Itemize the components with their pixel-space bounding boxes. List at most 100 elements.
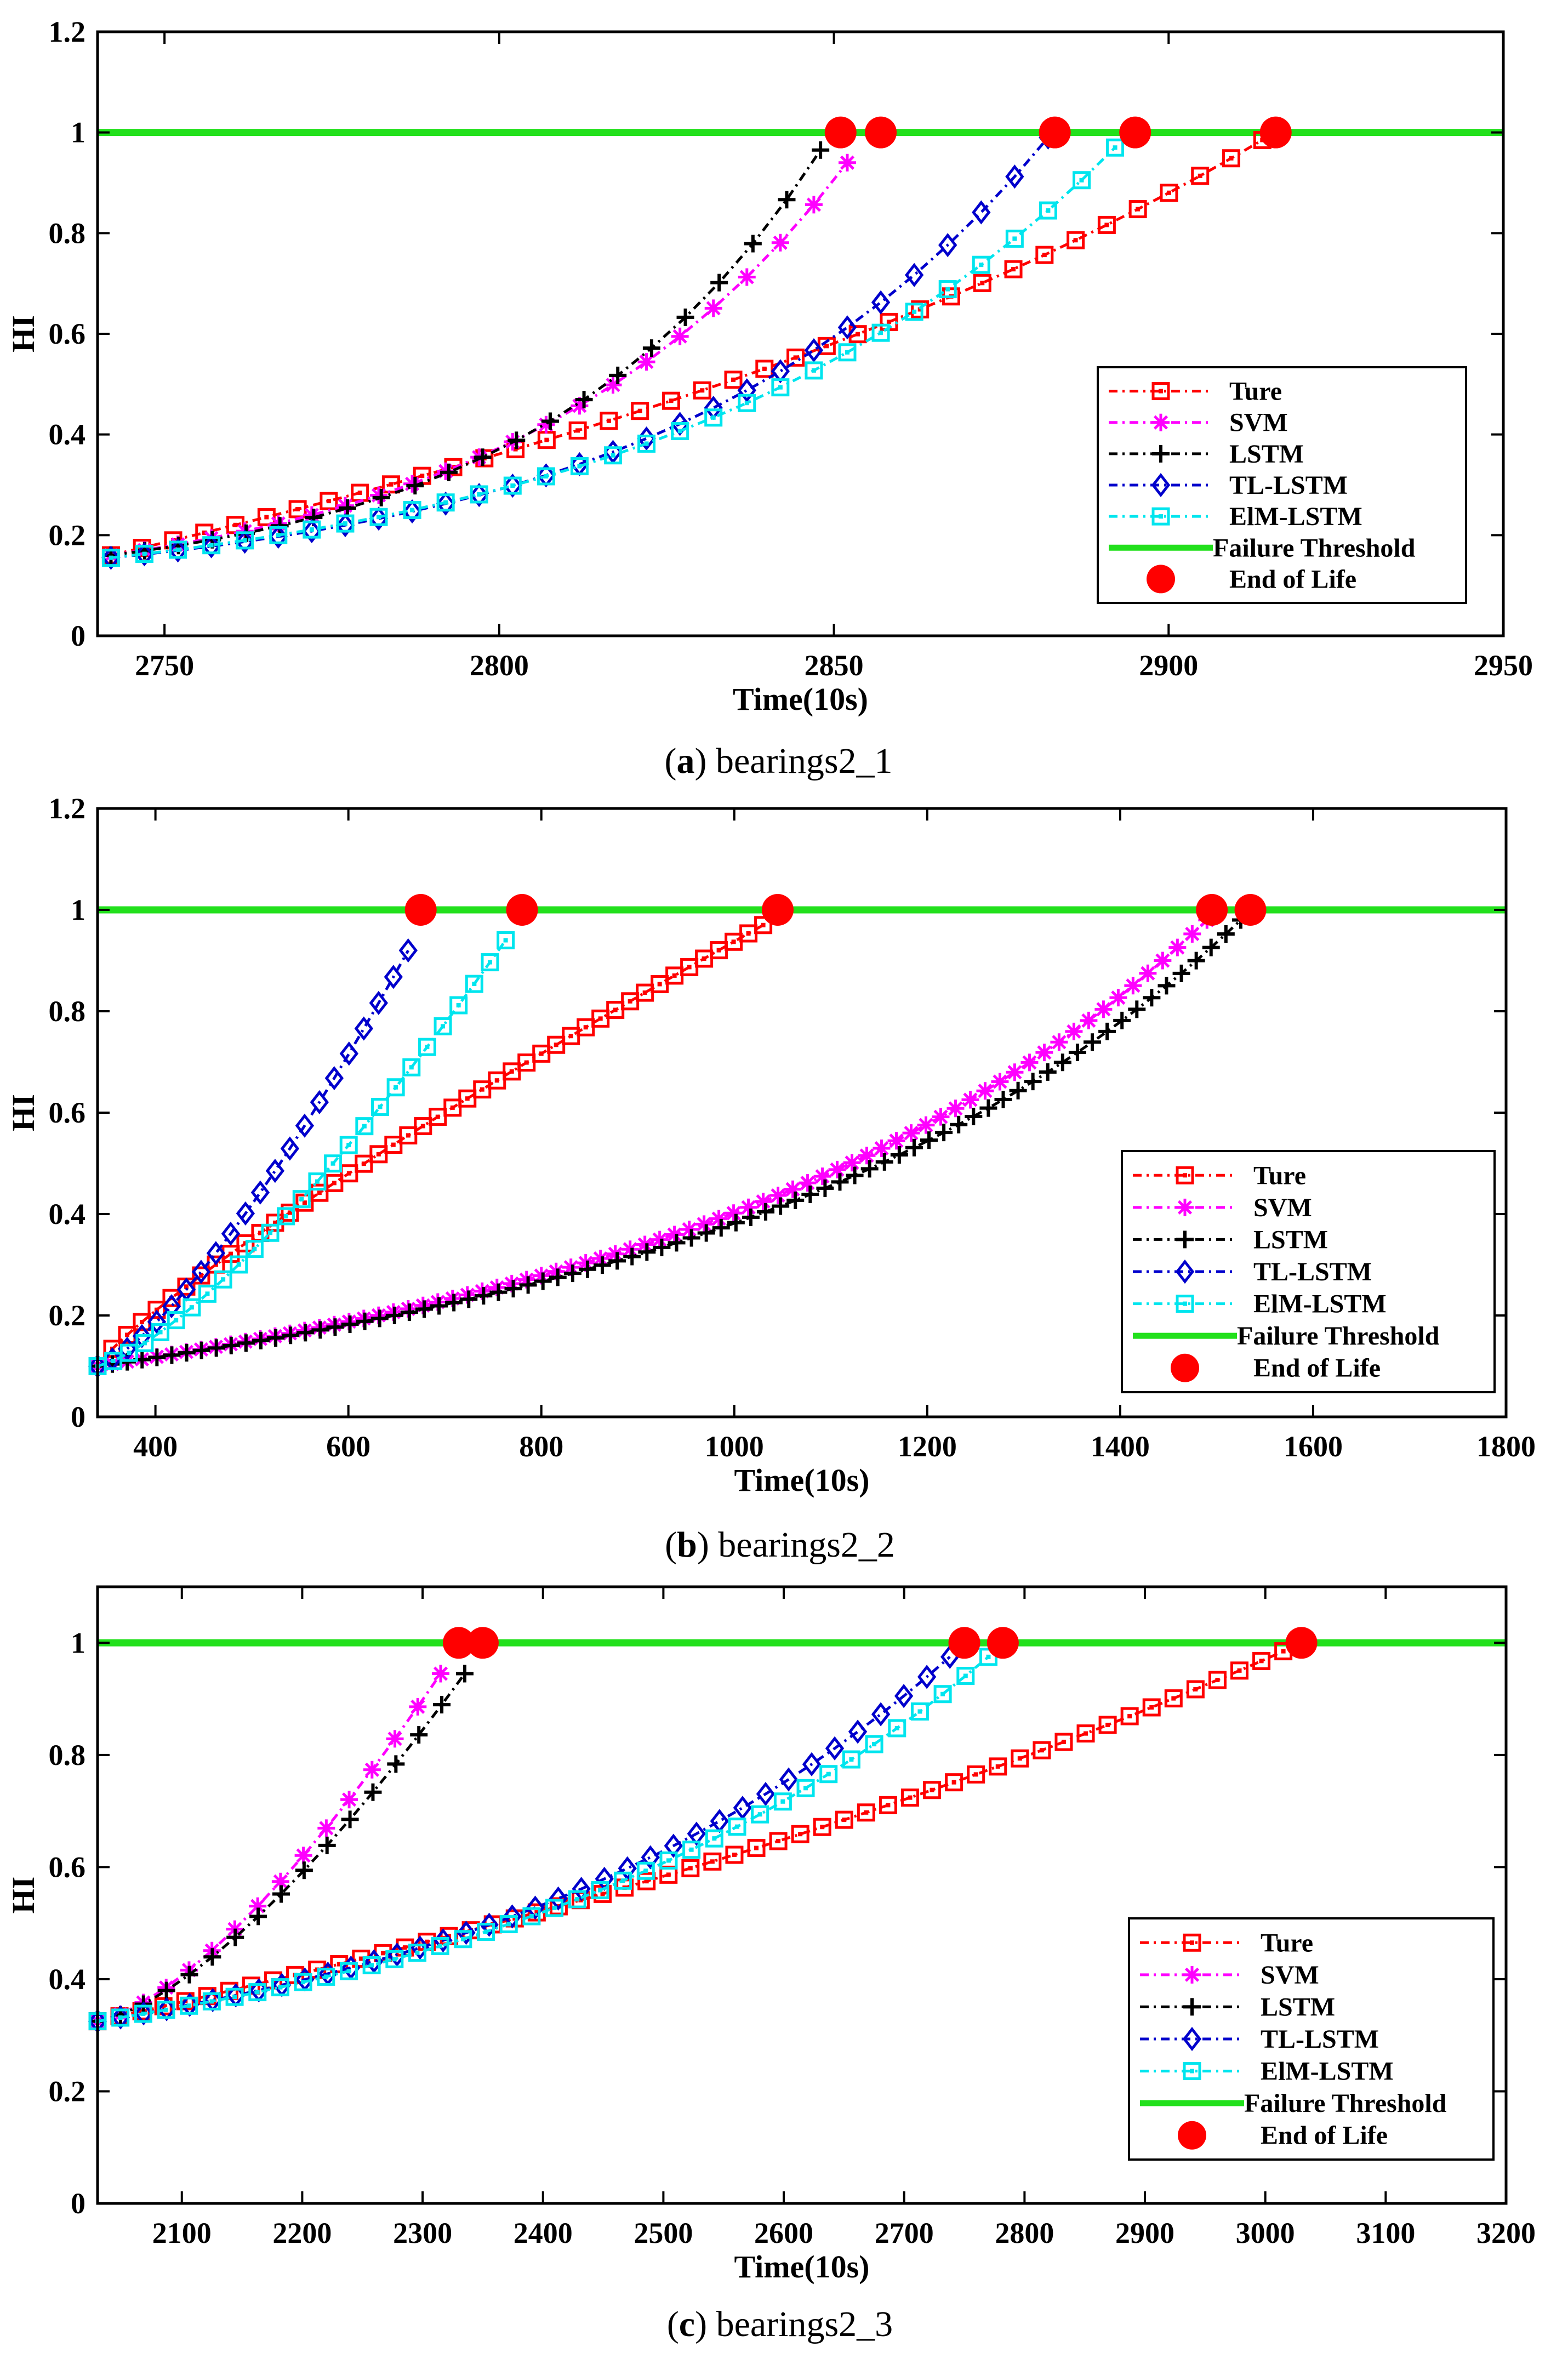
- data-point: [682, 1841, 701, 1859]
- x-tick-label: 2300: [393, 2217, 452, 2249]
- data-point: [295, 1861, 313, 1879]
- legend-item-lstm: LSTM: [1133, 1225, 1328, 1254]
- data-point: [991, 1073, 1009, 1091]
- data-point: [637, 434, 656, 453]
- series-line: [111, 146, 1116, 560]
- legend-marker: [1183, 1966, 1201, 1984]
- data-point: [547, 1262, 565, 1280]
- data-point: [961, 1091, 979, 1109]
- data-point: [310, 1183, 329, 1202]
- data-point: [433, 1696, 451, 1714]
- data-point: [871, 1702, 891, 1727]
- data-point: [618, 1856, 637, 1881]
- data-point: [303, 520, 321, 539]
- end-of-life-point: [1196, 894, 1228, 926]
- data-point: [888, 1719, 906, 1738]
- series-lstm: [89, 911, 1250, 1375]
- data-point: [1208, 1671, 1227, 1689]
- data-point: [336, 497, 354, 515]
- data-point: [609, 366, 627, 384]
- data-point: [203, 1948, 221, 1966]
- data-point: [681, 1859, 700, 1877]
- data-point: [503, 476, 522, 495]
- legend-item-elm-lstm: ElM-LSTM: [1109, 502, 1362, 531]
- legend-label: TL-LSTM: [1229, 471, 1348, 500]
- data-point: [503, 1904, 522, 1929]
- data-point: [163, 1346, 181, 1364]
- data-point: [1158, 977, 1176, 995]
- caption-letter: a: [676, 741, 694, 781]
- data-point: [704, 299, 722, 317]
- series-ture: [101, 130, 1271, 565]
- data-point: [1128, 1000, 1146, 1018]
- data-point: [704, 408, 723, 427]
- series-tl-lstm: [88, 938, 418, 1378]
- data-point: [778, 191, 796, 209]
- data-point: [1113, 1011, 1131, 1029]
- data-point: [791, 1825, 809, 1843]
- data-point: [562, 1258, 580, 1277]
- x-axis-label: Time(10s): [733, 681, 868, 717]
- data-point: [739, 1198, 757, 1216]
- data-point: [183, 1298, 201, 1317]
- data-point: [135, 542, 154, 567]
- end-of-life-point: [1119, 116, 1151, 149]
- data-point: [703, 1852, 722, 1871]
- legend-marker: [1176, 1166, 1194, 1184]
- data-point: [111, 2005, 130, 2030]
- chart-a: 2750 2800 2850 2900 2950 0 0.2 0.4 0.6 0.8 1 1.2 Tim…: [5, 15, 1533, 781]
- data-point: [967, 1765, 985, 1784]
- legend-item-tl-lstm: TL-LSTM: [1109, 471, 1348, 500]
- data-point: [415, 1300, 433, 1318]
- series-line: [97, 1655, 990, 2023]
- data-point: [1222, 149, 1241, 168]
- legend-label: TL-LSTM: [1261, 2025, 1379, 2054]
- legend-item-elm-lstm: ElM-LSTM: [1133, 1290, 1387, 1319]
- data-point: [710, 941, 728, 960]
- x-tick-label: 1400: [1091, 1430, 1150, 1463]
- legend-item-tl-lstm: TL-LSTM: [1133, 1257, 1372, 1286]
- data-point: [271, 1978, 289, 1997]
- data-point: [324, 1154, 343, 1173]
- legend-item-svm: SVM: [1109, 408, 1288, 437]
- data-point: [904, 263, 924, 287]
- legend-marker: [1183, 1933, 1201, 1952]
- legend-label: End of Life: [1229, 565, 1356, 594]
- caption-letter: c: [679, 2304, 695, 2344]
- data-point: [1073, 171, 1091, 190]
- data-point: [403, 475, 421, 493]
- data-point: [369, 1145, 388, 1164]
- x-tick-label: 3000: [1236, 2217, 1295, 2249]
- data-point: [875, 1153, 893, 1171]
- data-point: [860, 1160, 879, 1178]
- data-point: [1020, 1053, 1039, 1072]
- data-point: [802, 1752, 822, 1776]
- data-point: [324, 1066, 344, 1091]
- x-tick-label: 2900: [1115, 2217, 1174, 2249]
- data-point: [747, 1839, 766, 1858]
- data-point: [825, 1736, 845, 1761]
- data-point: [477, 1922, 495, 1941]
- data-point: [191, 1260, 211, 1284]
- data-point: [339, 1136, 358, 1154]
- data-point: [591, 1009, 610, 1028]
- data-point: [508, 431, 526, 449]
- data-point: [756, 1781, 776, 1807]
- data-point: [302, 519, 322, 544]
- data-point: [249, 1897, 267, 1915]
- data-point: [621, 992, 640, 1011]
- data-point: [320, 492, 338, 510]
- data-point: [336, 514, 355, 533]
- data-point: [799, 1174, 817, 1192]
- data-point: [848, 1719, 868, 1744]
- data-point: [771, 359, 790, 384]
- data-point: [871, 290, 891, 315]
- legend-label: ElM-LSTM: [1253, 1290, 1387, 1319]
- data-point: [449, 996, 468, 1015]
- data-point: [905, 303, 923, 321]
- data-point: [1120, 1707, 1139, 1725]
- data-point: [994, 1090, 1012, 1108]
- end-of-life-point: [466, 1627, 499, 1659]
- data-point: [604, 376, 622, 394]
- data-point: [1172, 964, 1190, 982]
